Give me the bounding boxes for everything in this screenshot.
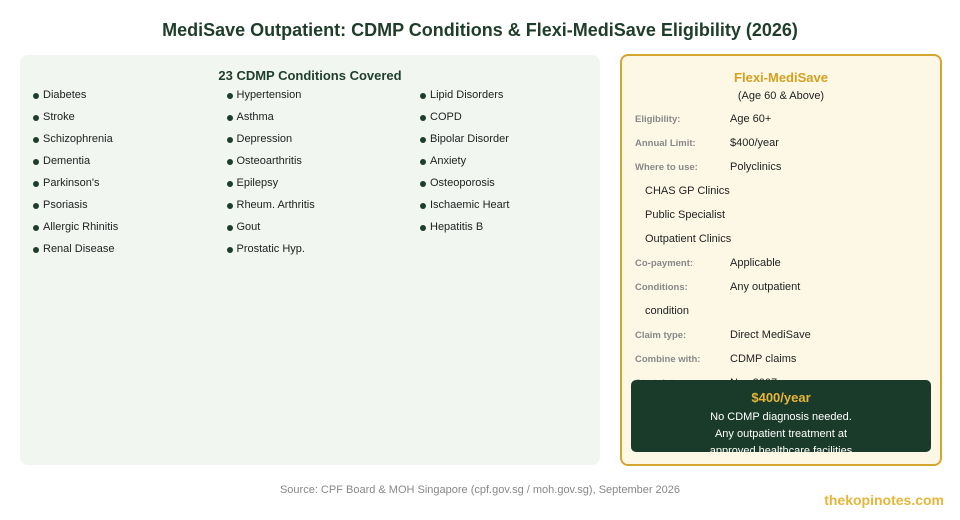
bullet bbox=[420, 115, 426, 121]
row-label: Conditions: bbox=[635, 282, 688, 293]
condition: Renal Disease bbox=[43, 243, 115, 255]
condition: Psoriasis bbox=[43, 199, 88, 211]
condition: Lipid Disorders bbox=[430, 89, 504, 101]
brand: thekopinotes.com bbox=[824, 492, 944, 508]
row-label: Where to use: bbox=[635, 162, 698, 173]
callout-title: $400/year bbox=[751, 390, 811, 405]
row-value: $400/year bbox=[730, 137, 779, 149]
row-value: CDMP claims bbox=[730, 353, 797, 365]
row-value: Age 60+ bbox=[730, 113, 772, 125]
flexi-panel: Flexi-MediSave (Age 60 & Above) Eligibil… bbox=[620, 54, 942, 466]
condition: Rheum. Arthritis bbox=[236, 199, 315, 211]
condition: Prostatic Hyp. bbox=[236, 243, 305, 255]
condition: Diabetes bbox=[43, 89, 87, 101]
condition: Depression bbox=[236, 133, 293, 145]
row-value-cont: Public Specialist bbox=[645, 209, 726, 221]
condition: Bipolar Disorder bbox=[430, 133, 509, 145]
bullet bbox=[33, 159, 39, 165]
bullet bbox=[226, 93, 233, 99]
condition: Osteoarthritis bbox=[236, 155, 302, 167]
condition: Stroke bbox=[43, 111, 75, 123]
cdmp-panel: 23 CDMP Conditions Covered Diabetes Strok… bbox=[20, 55, 600, 465]
bullet bbox=[420, 225, 426, 231]
condition: Hypertension bbox=[236, 89, 302, 101]
row-value: Applicable bbox=[730, 257, 781, 269]
row-value: Direct MediSave bbox=[730, 329, 811, 341]
condition: Hepatitis B bbox=[430, 221, 484, 233]
page-title: MediSave Outpatient: CDMP Conditions & F… bbox=[162, 20, 798, 40]
condition: COPD bbox=[430, 111, 462, 123]
condition: Schizophrenia bbox=[43, 133, 113, 145]
bullet bbox=[226, 181, 233, 187]
bullet bbox=[33, 247, 39, 253]
condition: Allergic Rhinitis bbox=[43, 221, 119, 233]
callout-line: Any outpatient treatment at bbox=[714, 428, 848, 440]
flexi-title: Flexi-MediSave bbox=[734, 70, 828, 85]
bullet bbox=[33, 93, 39, 99]
bullet bbox=[420, 203, 426, 209]
row-label: Eligibility: bbox=[635, 114, 681, 125]
bullet bbox=[33, 137, 39, 143]
flexi-subtitle: (Age 60 & Above) bbox=[737, 90, 825, 102]
condition: Dementia bbox=[43, 155, 91, 167]
row-value-cont: CHAS GP Clinics bbox=[645, 185, 730, 197]
row-label: Combine with: bbox=[635, 354, 701, 365]
bullet bbox=[420, 159, 426, 165]
bullet bbox=[420, 181, 426, 187]
condition: Anxiety bbox=[430, 155, 467, 167]
bullet bbox=[226, 203, 233, 209]
bullet bbox=[226, 247, 233, 253]
row-value: Any outpatient bbox=[730, 281, 801, 293]
condition: Epilepsy bbox=[236, 177, 279, 189]
bullet bbox=[33, 181, 39, 187]
callout: $400/year No CDMP diagnosis needed. Any o… bbox=[631, 380, 931, 452]
bullet bbox=[420, 137, 426, 143]
bullet bbox=[420, 93, 426, 99]
row-label: Annual Limit: bbox=[635, 138, 696, 149]
condition: Gout bbox=[236, 221, 261, 233]
source: Source: CPF Board & MOH Singapore (cpf.g… bbox=[279, 484, 681, 496]
row-label: Claim type: bbox=[635, 330, 687, 341]
bullet bbox=[33, 203, 39, 209]
bullet bbox=[226, 115, 233, 121]
row-label: Co-payment: bbox=[635, 258, 694, 269]
condition: Parkinson's bbox=[43, 177, 100, 189]
bullet bbox=[226, 225, 233, 231]
condition: Osteoporosis bbox=[430, 177, 495, 189]
callout-line: approved healthcare facilities bbox=[709, 445, 853, 452]
condition: Asthma bbox=[236, 111, 274, 123]
cdmp-title: 23 CDMP Conditions Covered bbox=[218, 68, 402, 83]
bullet bbox=[226, 137, 233, 143]
row-value-cont: Outpatient Clinics bbox=[645, 233, 732, 245]
callout-line: No CDMP diagnosis needed. bbox=[710, 411, 852, 423]
bullet bbox=[226, 159, 233, 165]
bullet bbox=[33, 115, 39, 121]
row-value-cont: condition bbox=[645, 305, 690, 317]
condition: Ischaemic Heart bbox=[430, 199, 510, 211]
row-value: Polyclinics bbox=[730, 161, 782, 173]
bullet bbox=[33, 225, 39, 231]
